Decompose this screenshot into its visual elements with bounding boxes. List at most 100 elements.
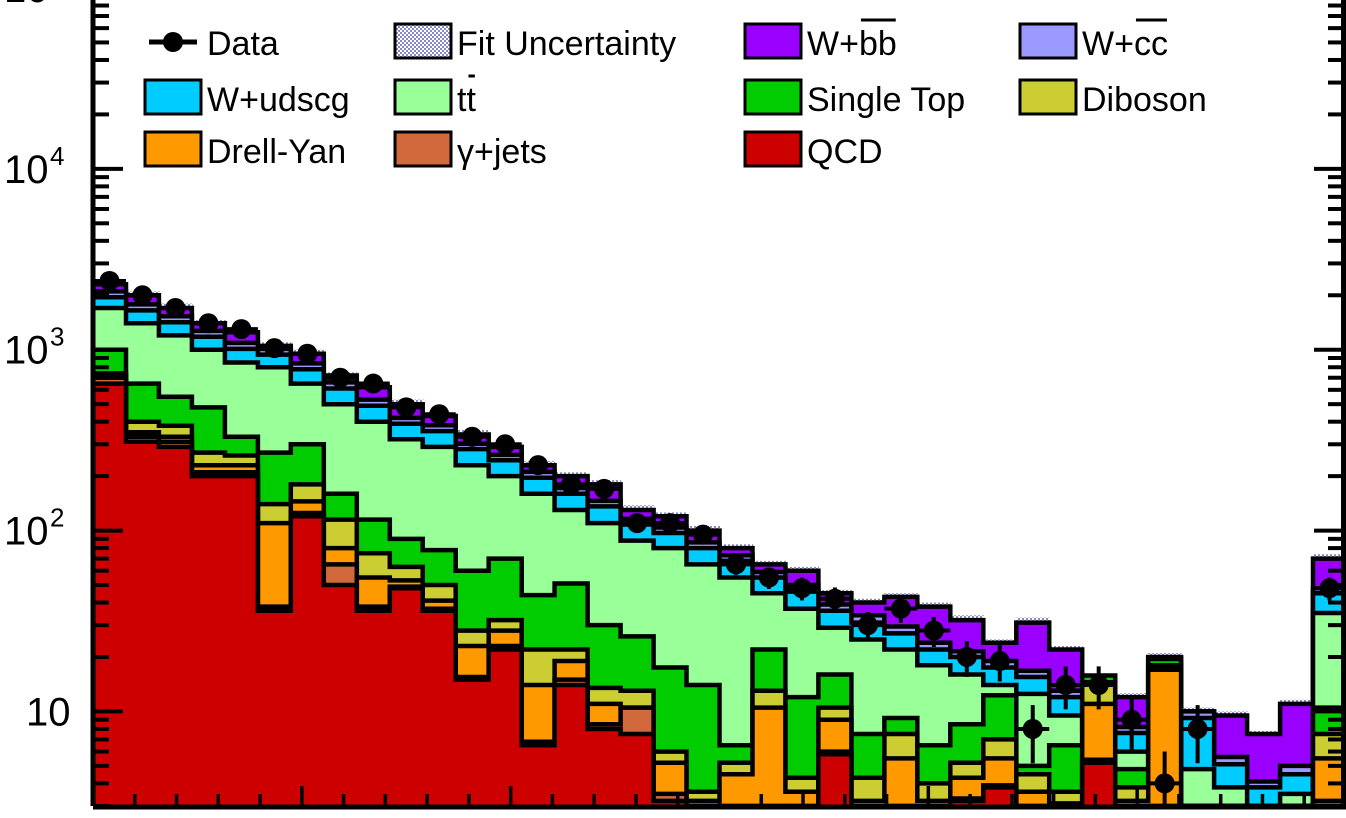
data-point-bin-26 — [950, 641, 984, 677]
data-point-bin-11 — [455, 426, 489, 447]
legend-label: QCD — [807, 133, 883, 171]
legend-swatch — [393, 22, 453, 60]
data-point-bin-27 — [983, 644, 1017, 682]
data-point-bin-1 — [125, 285, 159, 306]
legend-label: tt — [457, 81, 476, 119]
legend-item-singletop: Single Top — [743, 78, 965, 119]
bar-qcd-bin-22 — [818, 754, 852, 806]
bar-qcd-bin-2 — [158, 446, 193, 806]
legend-item-unc: Fit Uncertainty — [393, 22, 676, 63]
data-point-bin-28 — [1016, 705, 1050, 764]
svg-text:10: 10 — [4, 510, 49, 554]
data-point-bin-23 — [851, 611, 885, 641]
bar-drellyan-bin-25 — [917, 800, 951, 806]
legend-item-wudscg: W+udscg — [143, 78, 350, 119]
legend-swatch — [143, 78, 203, 116]
svg-text:10: 10 — [4, 148, 49, 192]
bar-singletop-bin-18 — [686, 685, 721, 806]
bar-qcd-bin-7 — [323, 585, 358, 806]
bar-qcd-bin-30 — [1082, 762, 1116, 806]
data-point-bin-14 — [554, 474, 588, 495]
bar-qcd-bin-10 — [422, 610, 457, 806]
data-points — [93, 270, 1346, 806]
bar-gammajets-bin-37 — [1313, 800, 1346, 806]
data-point-bin-22 — [818, 587, 852, 612]
stacked-histogram-layers — [93, 280, 1346, 809]
bar-qcd-bin-14 — [554, 685, 589, 806]
legend-swatch — [743, 130, 803, 168]
legend-label: W+cc — [1082, 25, 1168, 63]
data-point-bin-29 — [1049, 666, 1083, 710]
legend-swatch — [393, 78, 453, 116]
data-point-bin-16 — [620, 513, 654, 534]
legend-item-qcd: QCD — [743, 130, 883, 171]
data-point-bin-13 — [521, 455, 555, 476]
data-point-bin-37 — [1313, 577, 1346, 601]
svg-text:2: 2 — [50, 503, 64, 533]
bar-drellyan-bin-19 — [719, 774, 754, 806]
data-point-bin-6 — [290, 343, 324, 364]
y-tick-label-3: 10 4 — [4, 141, 64, 192]
data-point-bin-10 — [422, 404, 456, 425]
legend: Data Fit Uncertainty W+bb W+cc W+udscg tt Sing… — [143, 18, 1207, 171]
legend-item-diboson: Diboson — [1018, 78, 1207, 119]
legend-marker-dot — [163, 32, 183, 52]
bar-qcd-bin-17 — [653, 800, 688, 806]
legend-item-data: Data — [149, 25, 279, 63]
legend-swatch — [743, 22, 803, 60]
data-point-bin-17 — [653, 513, 687, 534]
bar-qcd-bin-6 — [290, 516, 325, 806]
bar-qcd-bin-27 — [983, 787, 1017, 806]
y-axis-tick-labels: 10102103104105 — [4, 0, 71, 734]
bar-ttbar-bin-33 — [1181, 769, 1215, 806]
y-tick-label-2: 10 3 — [4, 322, 64, 373]
legend-swatch — [743, 78, 803, 116]
data-point-bin-24 — [884, 596, 918, 623]
bar-qcd-bin-0 — [93, 383, 127, 806]
outline-drellyan — [93, 373, 1346, 809]
bar-drellyan-bin-24 — [884, 758, 918, 806]
data-point-bin-20 — [752, 567, 786, 589]
legend-label: Drell-Yan — [207, 133, 346, 171]
data-point-bin-0 — [93, 270, 126, 291]
bar-qcd-bin-15 — [587, 728, 622, 806]
y-tick-label-4: 105 — [4, 0, 49, 11]
svg-text:10: 10 — [4, 329, 49, 373]
data-point-bin-25 — [917, 616, 951, 648]
bar-qcd-bin-3 — [191, 476, 226, 806]
data-point-bin-3 — [191, 313, 225, 334]
bar-drellyan-bin-23 — [851, 800, 885, 806]
legend-label: Data — [207, 25, 279, 63]
bar-drellyan-bin-28 — [1016, 791, 1050, 806]
svg-text:10: 10 — [4, 0, 49, 11]
bar-qcd-bin-9 — [389, 588, 424, 806]
data-point-bin-32 — [1148, 751, 1182, 806]
bar-drellyan-bin-31 — [1115, 800, 1149, 806]
legend-label: W+udscg — [207, 81, 350, 119]
data-point-bin-33 — [1181, 705, 1215, 764]
data-point-bin-7 — [323, 367, 357, 388]
bar-drellyan-bin-18 — [686, 800, 721, 806]
svg-text:4: 4 — [50, 141, 64, 171]
data-point-bin-31 — [1115, 697, 1149, 752]
data-point-bin-12 — [488, 434, 522, 455]
y-tick-label-1: 10 2 — [4, 503, 64, 554]
legend-label: Diboson — [1082, 81, 1207, 119]
data-point-bin-30 — [1082, 666, 1116, 710]
bar-drellyan-bin-20 — [752, 707, 787, 806]
bar-qcd-bin-5 — [257, 610, 292, 806]
data-point-bin-21 — [785, 577, 819, 601]
legend-item-drellyan: Drell-Yan — [143, 130, 346, 171]
outline-ttbar — [93, 305, 1346, 809]
y-tick-label-0: 10 — [26, 690, 71, 734]
bar-qcd-bin-12 — [488, 649, 523, 806]
data-point-bin-2 — [158, 298, 192, 319]
outline-diboson — [93, 371, 1346, 809]
legend-label: W+bb — [807, 25, 897, 63]
legend-swatch — [1018, 22, 1078, 60]
bar-qcd-bin-13 — [521, 745, 556, 806]
data-point-bin-4 — [224, 319, 258, 340]
data-point-bin-9 — [389, 397, 423, 418]
bar-qcd-bin-4 — [224, 476, 259, 806]
legend-swatch — [143, 130, 203, 168]
